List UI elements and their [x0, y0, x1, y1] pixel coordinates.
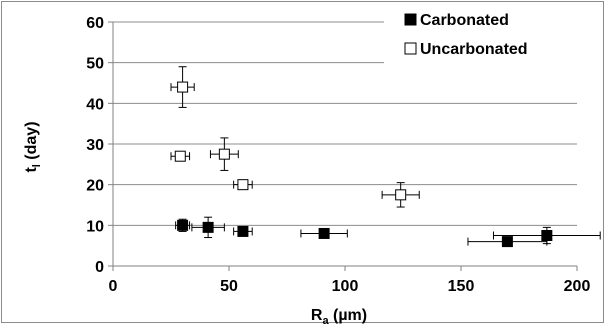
uncarbonated-point-2	[209, 137, 239, 171]
legend-label-carbonated: Carbonated	[420, 12, 509, 29]
x-axis-label: Ra (µm)	[311, 307, 367, 325]
legend-marker-carbonated	[404, 13, 417, 26]
y-axis-label: tl (day)	[23, 121, 43, 172]
y-tick-label-30: 30	[86, 137, 104, 154]
marker	[237, 179, 249, 191]
marker	[501, 236, 513, 248]
x-axis-label-sub: a	[322, 315, 329, 325]
carbonated-point-2	[233, 225, 253, 237]
x-axis-label-unit: (µm)	[329, 307, 368, 324]
y-axis-label-main: t	[23, 167, 40, 173]
uncarbonated-point-3	[233, 179, 253, 191]
axes	[108, 21, 578, 271]
uncarbonated-point-1	[170, 150, 191, 162]
uncarbonated-point-4	[381, 182, 420, 208]
y-axis-label-unit: (day)	[23, 121, 40, 164]
marker	[177, 81, 189, 93]
legend-marker-uncarbonated	[404, 42, 417, 55]
carbonated-point-3	[300, 227, 348, 239]
x-axis-label-main: R	[311, 307, 323, 324]
uncarbonated-point-0	[170, 66, 195, 108]
y-axis-label-sub: l	[31, 164, 43, 167]
carbonated-point-0	[175, 218, 191, 232]
y-tick-labels: 0 10 20 30 40 50 60	[86, 15, 104, 276]
marker	[177, 219, 189, 231]
carbonated-point-4	[467, 236, 548, 248]
gridlines	[113, 21, 577, 226]
marker	[174, 150, 186, 162]
marker	[395, 189, 407, 201]
y-tick-label-40: 40	[86, 96, 104, 113]
y-tick-label-10: 10	[86, 218, 104, 235]
y-tick-label-60: 60	[86, 15, 104, 32]
x-tick-label-150: 150	[448, 278, 475, 295]
legend: Carbonated Uncarbonated	[404, 12, 528, 58]
y-tick-label-20: 20	[86, 178, 104, 195]
legend-label-uncarbonated: Uncarbonated	[420, 41, 528, 58]
data-points	[170, 66, 601, 248]
x-tick-label-50: 50	[220, 278, 238, 295]
marker	[237, 225, 249, 237]
x-tick-label-200: 200	[564, 278, 591, 295]
x-tick-label-0: 0	[109, 278, 118, 295]
y-tick-label-0: 0	[95, 259, 104, 276]
marker	[541, 230, 553, 241]
carbonated-point-1	[191, 216, 225, 239]
marker	[202, 221, 214, 233]
marker	[318, 227, 330, 239]
marker	[218, 148, 230, 160]
carbonated-point-5	[492, 226, 601, 245]
x-tick-labels: 0 50 100 150 200	[109, 278, 591, 295]
x-tick-label-100: 100	[332, 278, 359, 295]
y-tick-label-50: 50	[86, 56, 104, 73]
